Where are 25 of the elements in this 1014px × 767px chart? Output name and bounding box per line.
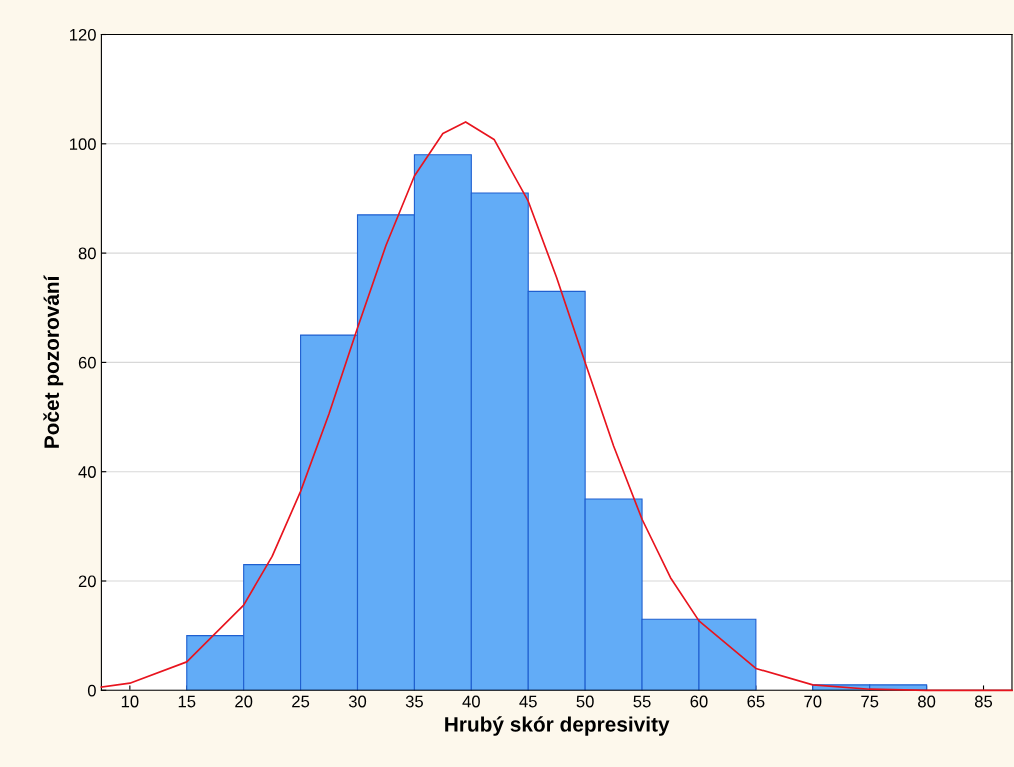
x-tick-label: 55	[633, 695, 651, 708]
x-tick-label: 65	[747, 695, 765, 708]
x-tick-label: 80	[918, 695, 936, 708]
x-tick-label: 10	[121, 695, 139, 708]
y-tick-label: 80	[78, 247, 96, 260]
y-tick-label: 60	[78, 356, 96, 369]
x-tick-label: 25	[292, 695, 310, 708]
y-tick-label: 40	[78, 466, 96, 478]
x-tick-label: 45	[519, 695, 537, 708]
y-tick-label: 0	[87, 684, 96, 697]
x-tick-label: 50	[576, 695, 594, 708]
x-tick-label: 75	[861, 695, 879, 708]
x-tick-label: 15	[178, 695, 196, 708]
x-tick-label: 85	[974, 695, 993, 708]
x-axis-title: Hrubý skór depresivity	[445, 716, 670, 736]
y-tick-label: 100	[70, 138, 96, 151]
x-tick-label: 40	[462, 695, 480, 708]
y-tick-label: 20	[78, 575, 96, 588]
x-tick-label: 70	[804, 695, 822, 708]
x-tick-label: 30	[348, 695, 367, 708]
y-axis-title: Počet pozorování	[43, 275, 64, 448]
x-tick-label: 20	[235, 695, 253, 708]
x-tick-label: 35	[405, 695, 423, 708]
y-tick-label: 120	[70, 28, 96, 41]
x-tick-label: 60	[690, 695, 708, 708]
